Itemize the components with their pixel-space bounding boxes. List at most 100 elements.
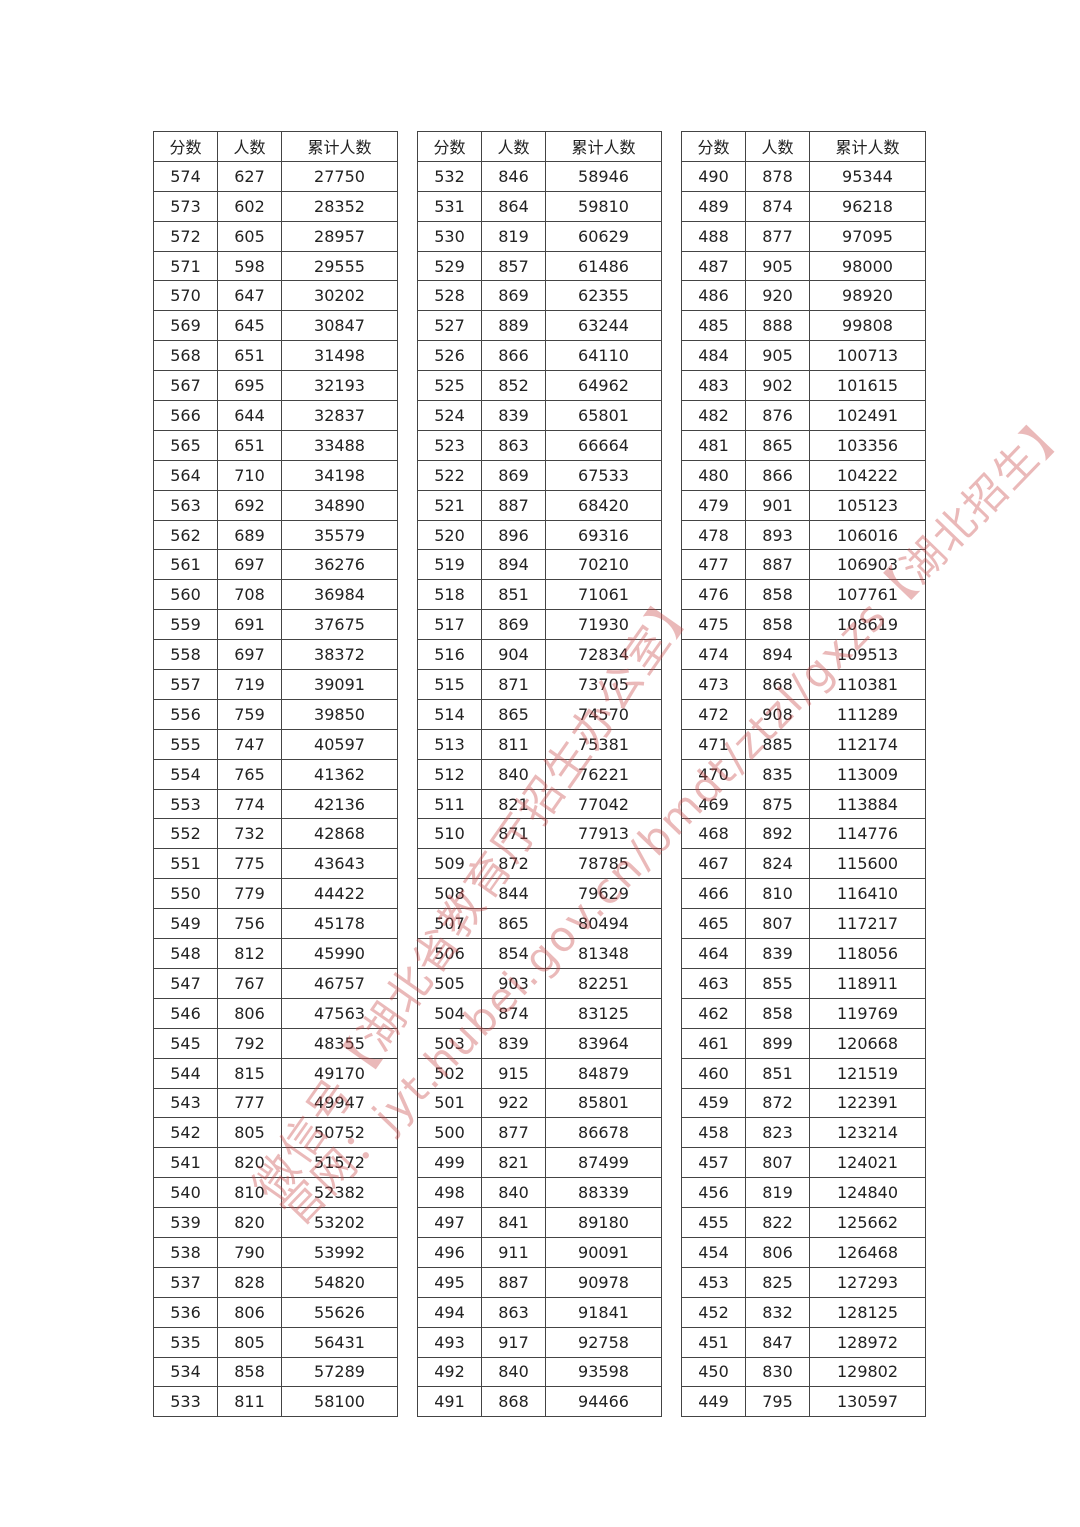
cumulative-cell: 39850 [281,698,398,730]
cumulative-cell: 82251 [545,967,662,999]
table-row: 509 872 78785 [417,848,662,880]
cumulative-cell: 49170 [281,1057,398,1089]
cumulative-cell: 74570 [545,698,662,730]
count-cell: 889 [481,310,546,342]
score-cell: 537 [153,1266,218,1298]
count-cell: 792 [217,1027,282,1059]
table-row: 511 821 77042 [417,788,662,820]
score-cell: 462 [681,997,746,1029]
cumulative-cell: 106903 [809,549,926,581]
cumulative-cell: 79629 [545,878,662,910]
score-cell: 471 [681,728,746,760]
table-row: 461 899 120668 [681,1027,926,1059]
cumulative-cell: 48355 [281,1027,398,1059]
cumulative-cell: 57289 [281,1356,398,1388]
count-cell: 858 [745,609,810,641]
score-cell: 511 [417,788,482,820]
score-cell: 463 [681,967,746,999]
score-cell: 493 [417,1326,482,1358]
table-row: 517 869 71930 [417,609,662,641]
cumulative-cell: 59810 [545,190,662,222]
cumulative-cell: 32193 [281,370,398,402]
score-cell: 517 [417,609,482,641]
count-cell: 869 [481,459,546,491]
count-cell: 851 [481,579,546,611]
cumulative-cell: 128972 [809,1326,926,1358]
count-cell: 865 [745,429,810,461]
table-row: 483 902 101615 [681,370,926,402]
score-cell: 475 [681,609,746,641]
count-cell: 820 [217,1147,282,1179]
cumulative-cell: 54820 [281,1266,398,1298]
table-row: 502 915 84879 [417,1057,662,1089]
cumulative-cell: 35579 [281,519,398,551]
cumulative-cell: 129802 [809,1356,926,1388]
table-row: 544 815 49170 [153,1057,398,1089]
table-row: 574 627 27750 [153,160,398,192]
count-cell: 732 [217,818,282,850]
score-cell: 500 [417,1117,482,1149]
table-row: 556 759 39850 [153,698,398,730]
score-cell: 451 [681,1326,746,1358]
score-cell: 540 [153,1177,218,1209]
count-cell: 874 [481,997,546,1029]
cumulative-cell: 41362 [281,758,398,790]
count-cell: 806 [217,997,282,1029]
count-cell: 810 [217,1177,282,1209]
table-row: 555 747 40597 [153,728,398,760]
count-cell: 863 [481,429,546,461]
cumulative-cell: 67533 [545,459,662,491]
count-cell: 811 [217,1386,282,1418]
score-cell: 520 [417,519,482,551]
count-cell: 868 [745,669,810,700]
score-cell: 489 [681,190,746,222]
score-cell: 449 [681,1386,746,1418]
table-row: 495 887 90978 [417,1266,662,1298]
score-cell: 459 [681,1087,746,1119]
score-cell: 507 [417,908,482,940]
table-row: 529 857 61486 [417,250,662,282]
score-cell: 485 [681,310,746,342]
cumulative-cell: 66664 [545,429,662,461]
score-cell: 566 [153,400,218,431]
table-row: 473 868 110381 [681,669,926,700]
count-cell: 854 [481,938,546,969]
cumulative-cell: 124021 [809,1147,926,1179]
table-row: 537 828 54820 [153,1266,398,1298]
score-cell: 522 [417,459,482,491]
score-table-2: 分数 人数 累计人数 532 846 58946 531 864 59810 530 819 6062… [417,131,662,1418]
count-cell: 864 [481,190,546,222]
count-cell: 810 [745,878,810,910]
cumulative-cell: 34890 [281,489,398,521]
table-row: 462 858 119769 [681,997,926,1029]
cumulative-cell: 94466 [545,1386,662,1418]
table-row: 459 872 122391 [681,1087,926,1119]
count-cell: 824 [745,848,810,880]
count-cell: 871 [481,818,546,850]
score-cell: 526 [417,340,482,372]
cumulative-cell: 28957 [281,220,398,252]
cumulative-cell: 92758 [545,1326,662,1358]
table-row: 490 878 95344 [681,160,926,192]
count-cell: 821 [481,1147,546,1179]
table-row: 450 830 129802 [681,1356,926,1388]
count-cell: 627 [217,160,282,192]
score-cell: 510 [417,818,482,850]
table-row: 464 839 118056 [681,938,926,969]
cumulative-cell: 102491 [809,400,926,431]
cumulative-cell: 95344 [809,160,926,192]
score-cell: 455 [681,1207,746,1238]
cumulative-cell: 127293 [809,1266,926,1298]
table-row: 498 840 88339 [417,1177,662,1209]
count-cell: 908 [745,698,810,730]
count-cell: 598 [217,250,282,282]
cumulative-cell: 112174 [809,728,926,760]
table-row: 478 893 106016 [681,519,926,551]
table-row: 540 810 52382 [153,1177,398,1209]
score-cell: 524 [417,400,482,431]
table-row: 561 697 36276 [153,549,398,581]
count-cell: 922 [481,1087,546,1119]
cumulative-cell: 69316 [545,519,662,551]
cumulative-cell: 81348 [545,938,662,969]
score-cell: 468 [681,818,746,850]
